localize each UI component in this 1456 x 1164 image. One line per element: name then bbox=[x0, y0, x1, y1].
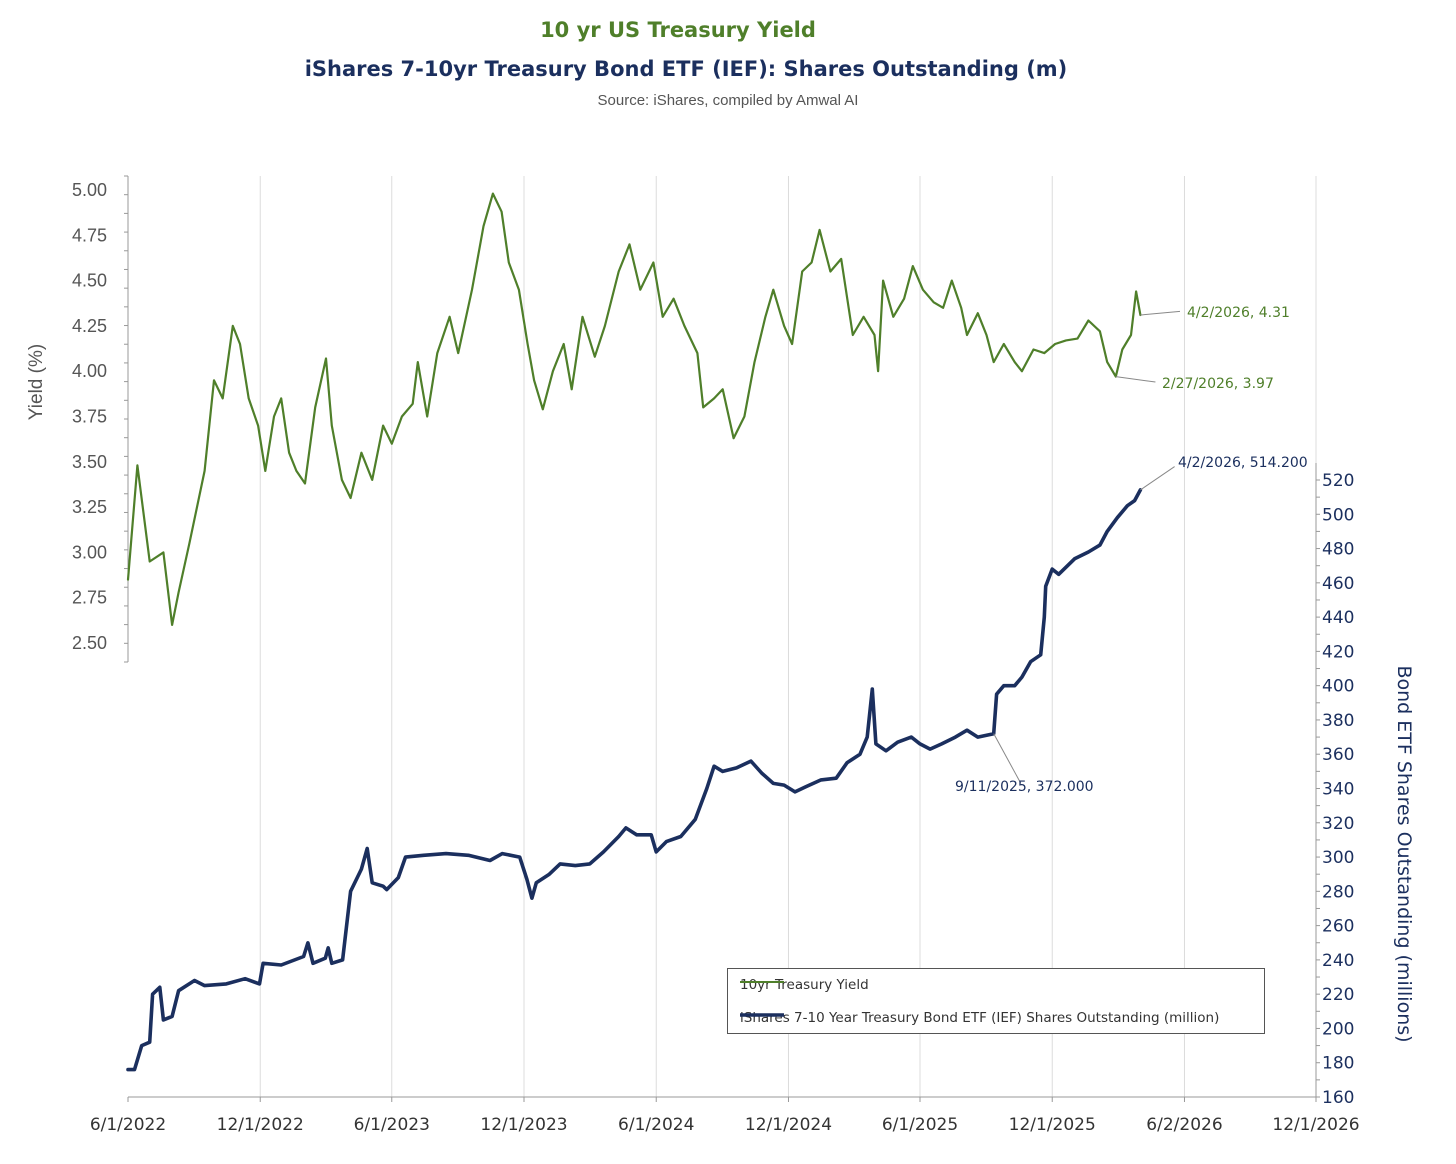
left-tick-label: 2.50 bbox=[72, 633, 107, 653]
annotation-label: 4/2/2026, 4.31 bbox=[1187, 305, 1290, 321]
annotation-leader bbox=[1115, 376, 1156, 383]
left-tick-label: 4.75 bbox=[72, 225, 107, 245]
annotation-leader bbox=[1140, 310, 1181, 316]
left-tick-label: 5.00 bbox=[72, 180, 107, 200]
left-tick-label: 4.50 bbox=[72, 271, 107, 291]
x-tick-label: 6/1/2023 bbox=[354, 1115, 430, 1135]
left-axis-title: Yield (%) bbox=[26, 344, 47, 420]
legend-swatch-yield bbox=[740, 981, 784, 983]
x-tick-label: 12/1/2026 bbox=[1272, 1115, 1359, 1135]
right-tick-label: 340 bbox=[1322, 780, 1354, 800]
right-tick-label: 180 bbox=[1322, 1054, 1354, 1074]
annotation-label: 9/11/2025, 372.000 bbox=[955, 779, 1094, 795]
x-tick-label: 6/1/2025 bbox=[882, 1115, 958, 1135]
right-tick-label: 360 bbox=[1322, 745, 1354, 765]
chart-title: 10 yr US Treasury Yield bbox=[540, 18, 816, 42]
legend-label-shares: iShares 7-10 Year Treasury Bond ETF (IEF… bbox=[740, 1010, 1220, 1026]
legend-swatch-shares bbox=[740, 1013, 784, 1017]
yield-series-line bbox=[126, 192, 1142, 626]
right-tick-label: 320 bbox=[1322, 814, 1354, 834]
left-tick-label: 3.50 bbox=[72, 452, 107, 472]
shares-series-line bbox=[126, 488, 1143, 1072]
left-tick-label: 3.25 bbox=[72, 497, 107, 517]
chart-subtitle: iShares 7-10yr Treasury Bond ETF (IEF): … bbox=[304, 57, 1068, 81]
right-tick-label: 200 bbox=[1322, 1019, 1354, 1039]
chart-source: Source: iShares, compiled by Amwal AI bbox=[597, 92, 859, 109]
right-tick-label: 460 bbox=[1322, 574, 1354, 594]
right-tick-label: 300 bbox=[1322, 848, 1354, 868]
x-tick-label: 6/1/2024 bbox=[618, 1115, 694, 1135]
legend-item-yield: 10yr Treasury Yield bbox=[740, 977, 869, 993]
right-tick-label: 400 bbox=[1322, 677, 1354, 697]
chart-legend: 10yr Treasury Yield iShares 7-10 Year Tr… bbox=[727, 968, 1265, 1034]
right-tick-label: 260 bbox=[1322, 917, 1354, 937]
right-tick-label: 480 bbox=[1322, 540, 1354, 560]
left-tick-label: 4.25 bbox=[72, 316, 107, 336]
x-tick-label: 12/1/2024 bbox=[745, 1115, 832, 1135]
x-tick-label: 6/1/2022 bbox=[90, 1115, 166, 1135]
annotation-leader bbox=[993, 733, 1022, 784]
right-tick-label: 440 bbox=[1322, 608, 1354, 628]
right-tick-label: 520 bbox=[1322, 471, 1354, 491]
right-tick-label: 420 bbox=[1322, 642, 1354, 662]
left-tick-label: 3.75 bbox=[72, 407, 107, 427]
x-tick-label: 12/1/2025 bbox=[1009, 1115, 1096, 1135]
annotation-label: 2/27/2026, 3.97 bbox=[1162, 376, 1274, 392]
left-tick-label: 3.00 bbox=[72, 542, 107, 562]
x-tick-label: 12/1/2022 bbox=[217, 1115, 304, 1135]
legend-item-shares: iShares 7-10 Year Treasury Bond ETF (IEF… bbox=[740, 1010, 1219, 1026]
x-tick-label: 6/2/2026 bbox=[1146, 1115, 1222, 1135]
right-tick-label: 220 bbox=[1322, 985, 1354, 1005]
right-tick-label: 240 bbox=[1322, 951, 1354, 971]
annotation-label: 4/2/2026, 514.200 bbox=[1178, 455, 1308, 471]
right-tick-label: 160 bbox=[1322, 1088, 1354, 1108]
left-tick-label: 4.00 bbox=[72, 361, 107, 381]
annotation-leader bbox=[1140, 466, 1175, 491]
x-tick-label: 12/1/2023 bbox=[480, 1115, 567, 1135]
right-tick-label: 380 bbox=[1322, 711, 1354, 731]
right-tick-label: 500 bbox=[1322, 505, 1354, 525]
right-axis-title: Bond ETF Shares Outstanding (millions) bbox=[1393, 665, 1415, 1042]
left-tick-label: 2.75 bbox=[72, 588, 107, 608]
right-tick-label: 280 bbox=[1322, 882, 1354, 902]
